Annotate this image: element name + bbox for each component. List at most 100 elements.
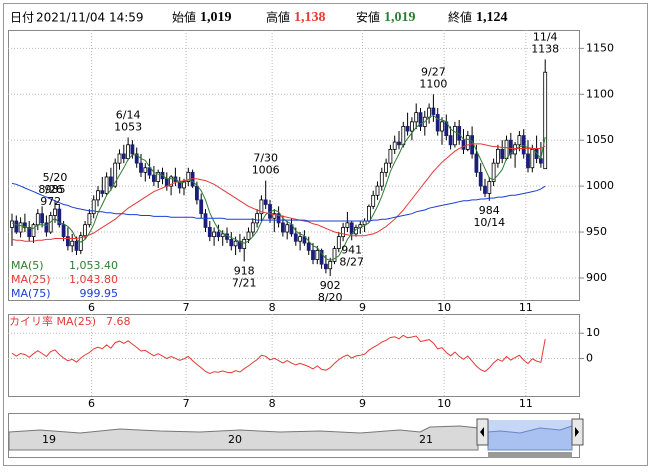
- annotation-date: 8/26: [38, 183, 63, 196]
- candle-body: [83, 224, 87, 237]
- candle-body: [134, 153, 139, 164]
- candle-body: [255, 213, 260, 224]
- open-value: 1,019: [200, 10, 232, 25]
- candle-body: [139, 162, 143, 173]
- candle-body: [298, 236, 303, 242]
- candle-body: [474, 153, 479, 173]
- x-tick-label: 6: [88, 301, 95, 314]
- x-tick-label: 7: [183, 301, 190, 314]
- y-tick-label: 10: [586, 326, 600, 339]
- annotation-value: 941: [341, 243, 362, 256]
- candle-body: [379, 171, 384, 187]
- legend-name: カイリ率 MA(25): [9, 314, 96, 328]
- candle-body: [311, 250, 315, 260]
- candle-body: [452, 126, 457, 146]
- candle-body: [66, 236, 70, 247]
- candle-body: [427, 107, 432, 118]
- candle-body: [182, 181, 186, 189]
- candle-body: [242, 238, 247, 249]
- candle-body: [121, 153, 126, 159]
- candle-body: [169, 176, 174, 187]
- candle-body: [504, 139, 509, 159]
- candle-body: [100, 190, 105, 194]
- low-value: 1,019: [384, 10, 416, 25]
- annotation-date: 9/27: [421, 65, 446, 78]
- candle-body: [435, 114, 440, 132]
- candle-body: [250, 222, 255, 233]
- arrow-left: [480, 427, 484, 437]
- candle-body: [74, 240, 79, 251]
- candle-body: [78, 235, 83, 251]
- candle-body: [366, 205, 371, 222]
- datetime: 2021/11/04 14:59: [36, 11, 144, 25]
- candle-body: [341, 227, 346, 238]
- annotation-date: 7/21: [232, 276, 257, 289]
- candle-body: [302, 236, 307, 244]
- annotation-date: 10/14: [473, 216, 505, 229]
- candle-body: [315, 250, 320, 260]
- open-label: 始値: [172, 10, 196, 25]
- candle-body: [130, 144, 135, 155]
- annotation-value: 985: [45, 183, 66, 196]
- candle-body: [70, 240, 75, 247]
- x-tick-label: 10: [437, 301, 451, 314]
- candle-body: [345, 222, 350, 228]
- candle-body: [186, 171, 191, 182]
- annotation-value: 972: [40, 195, 61, 208]
- candle-body: [229, 238, 234, 247]
- y-tick-label: 1150: [586, 41, 614, 54]
- annotation-value: 918: [234, 264, 255, 277]
- candle-body: [87, 213, 92, 226]
- candle-body: [212, 231, 217, 238]
- candle-body: [199, 199, 204, 215]
- candle-body: [259, 199, 264, 215]
- close-label: 終値: [448, 10, 472, 25]
- candle-body: [362, 220, 367, 226]
- candle-body: [293, 233, 298, 242]
- candle-body: [323, 263, 328, 270]
- legend-value: 1,043.80: [69, 273, 118, 286]
- candle-body: [143, 167, 148, 173]
- navigator-scrollbar[interactable]: [488, 452, 572, 458]
- ma-line: [11, 182, 546, 222]
- candle-body: [31, 224, 36, 238]
- ma-line: [11, 143, 546, 242]
- candle-body: [14, 220, 19, 233]
- x-tick-label: 11: [519, 397, 533, 410]
- candle-body: [543, 71, 548, 170]
- candle-body: [534, 148, 539, 159]
- candle-body: [27, 227, 32, 238]
- candle-body: [461, 139, 466, 150]
- y-tick-label: 1000: [586, 179, 614, 192]
- candle-body: [126, 144, 130, 159]
- y-tick-label: 0: [586, 352, 593, 365]
- deviation-panel: [8, 314, 580, 397]
- candle-body: [280, 222, 285, 233]
- candle-body: [465, 135, 470, 150]
- x-tick-label: 11: [519, 301, 533, 314]
- candle-body: [18, 222, 23, 233]
- legend-value: 1,053.40: [69, 259, 118, 272]
- candle-body: [203, 213, 208, 228]
- candle-body: [517, 135, 522, 146]
- annotation-value: 984: [479, 204, 500, 217]
- annotation-value: 1006: [252, 164, 280, 177]
- candle-body: [246, 231, 251, 240]
- legend-name: MA(25): [11, 273, 51, 286]
- candle-body: [22, 222, 27, 228]
- legend-value: 7.68: [106, 315, 131, 328]
- candle-body: [104, 176, 109, 194]
- candle-body: [194, 185, 199, 201]
- candle-body: [392, 141, 397, 150]
- candle-body: [491, 162, 496, 182]
- candle-body: [448, 135, 453, 146]
- candle-body: [147, 167, 152, 176]
- y-tick-label: 1050: [586, 133, 614, 146]
- candle-body: [526, 153, 530, 169]
- navigator: 19 20 21: [8, 413, 584, 458]
- close-value: 1,124: [476, 10, 508, 25]
- high-value: 1,138: [294, 10, 326, 25]
- candle-body: [336, 236, 341, 249]
- y-tick-label: 950: [586, 225, 607, 238]
